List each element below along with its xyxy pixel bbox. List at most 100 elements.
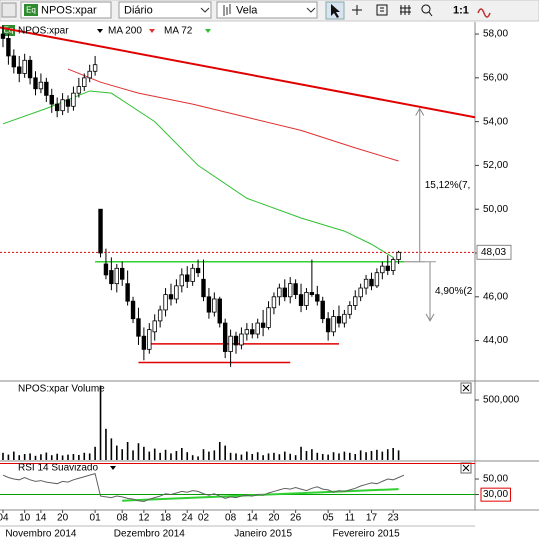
legend-label: MA 200: [108, 26, 142, 37]
chart-style[interactable]: Vela: [236, 4, 258, 16]
volume-bar: [186, 452, 189, 460]
candle-body: [298, 294, 304, 306]
cursor-icon: [331, 4, 340, 18]
candle-body: [22, 59, 27, 74]
volume-bar: [191, 455, 194, 460]
candle-body: [217, 298, 222, 324]
volume-bar: [235, 453, 237, 460]
y-tick-label: 46,00: [483, 291, 508, 302]
volume-bar: [392, 448, 394, 460]
volume-bar: [386, 449, 389, 460]
volume-bar: [164, 449, 167, 460]
candle-body: [228, 335, 233, 352]
measure-label: 15,12%(7,: [425, 180, 471, 191]
style-select[interactable]: [216, 1, 318, 19]
candle-body: [38, 81, 44, 90]
month-label: Janeiro 2015: [234, 529, 292, 540]
x-tick-label: 17: [366, 513, 378, 524]
candle-icon: [223, 4, 231, 16]
arrow-head: [415, 107, 425, 116]
volume-bar: [202, 449, 205, 460]
volume-bar: [181, 448, 183, 460]
measure-label: 4,90%(2: [435, 286, 473, 297]
x-tick-label: 05: [323, 513, 335, 524]
volume-bar: [316, 452, 319, 460]
volume-bar: [273, 452, 275, 460]
y-tick-label: 50,00: [483, 474, 508, 485]
crosshair-tool[interactable]: [352, 5, 362, 15]
volume-bar: [143, 446, 145, 460]
zoom-ratio[interactable]: 1:1: [453, 4, 469, 16]
symbol-box[interactable]: [20, 1, 112, 19]
candle-body: [309, 292, 315, 296]
volume-bar: [289, 453, 292, 460]
symbol[interactable]: NPOS:xpar: [41, 4, 97, 16]
candle-body: [293, 283, 298, 296]
x-tick-label: 26: [290, 513, 302, 524]
volume-bar: [29, 453, 31, 460]
volume-bar: [397, 450, 400, 460]
candle-body: [141, 335, 147, 350]
volume-bar: [278, 454, 281, 460]
volume-bar: [13, 451, 15, 460]
period-select[interactable]: [118, 1, 212, 19]
volume-bar: [78, 454, 80, 460]
x-tick-label: 02: [198, 513, 210, 524]
volume-bar: [126, 442, 129, 460]
volume-bar: [262, 455, 264, 460]
candle-body: [374, 272, 380, 287]
volume-bar: [256, 452, 259, 460]
grid-tool[interactable]: [400, 5, 411, 15]
chart-title: NPOS:xpar: [18, 26, 69, 37]
indicator-tool[interactable]: [477, 8, 491, 18]
back-button[interactable]: [1, 2, 17, 18]
volume-bar: [213, 450, 216, 460]
volume-bar: [56, 453, 58, 460]
candle-body: [325, 318, 331, 333]
x-tick-label: 20: [268, 513, 280, 524]
x-tick-label: 20: [57, 513, 69, 524]
volume-bar: [110, 438, 113, 460]
volume-bar: [300, 446, 302, 460]
volume-bar: [267, 453, 270, 460]
last-price-box: [476, 244, 512, 260]
candle-body: [174, 285, 179, 300]
candle-body: [33, 77, 38, 90]
tick-highlight: [480, 487, 511, 502]
candle-body: [147, 329, 152, 350]
trendline: [0, 26, 475, 119]
candle-body: [87, 70, 92, 79]
eq-icon: [24, 4, 38, 16]
zoom-tool[interactable]: [421, 4, 433, 17]
y-tick-label: 500,000: [483, 395, 520, 406]
volume-bar: [229, 452, 232, 460]
object-tool[interactable]: [376, 4, 388, 16]
volume-bar: [50, 455, 53, 460]
candle-body: [49, 94, 54, 105]
rsi-line: [2, 472, 405, 502]
x-tick-label: 14: [35, 513, 47, 524]
volume-bar: [370, 451, 373, 460]
toolbar: Eq NPOS:xpar Diário Vela 1:1: [0, 0, 539, 22]
volume-bar: [376, 449, 378, 460]
moving-average: [67, 68, 399, 162]
candle-body: [82, 77, 87, 87]
volume-bar: [251, 454, 254, 460]
candle-body: [385, 265, 390, 271]
candle-body: [342, 313, 347, 324]
last-price-label: 48,03: [481, 247, 506, 258]
volume-bar: [208, 451, 210, 460]
candle-body: [136, 318, 141, 337]
volume-bar: [338, 453, 340, 460]
y-tick-label: 54,00: [483, 116, 508, 127]
candle-body: [239, 333, 244, 346]
volume-bar: [246, 451, 248, 460]
volume-bar: [170, 453, 172, 460]
candle-body: [233, 335, 239, 346]
x-tick-label: 11: [345, 513, 356, 524]
panel-title: NPOS:xpar Volume: [18, 384, 105, 395]
volume-bar: [137, 443, 140, 460]
period[interactable]: Diário: [124, 4, 153, 16]
candle-body: [114, 267, 119, 285]
